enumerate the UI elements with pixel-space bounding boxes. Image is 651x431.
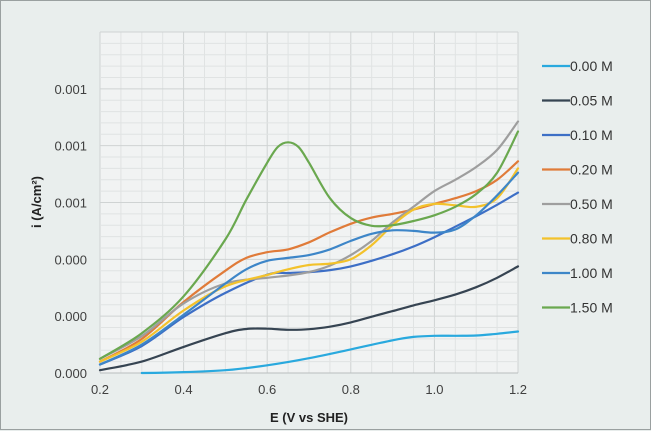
x-tick-label: 1.2	[509, 382, 527, 397]
x-tick-label: 0.2	[91, 382, 109, 397]
y-tick-label: 0.000	[54, 309, 87, 324]
x-tick-label: 0.8	[342, 382, 360, 397]
series-line-7	[98, 130, 520, 360]
grid	[99, 31, 519, 374]
legend-label: 0.80 M	[570, 231, 613, 247]
y-tick-label: 0.001	[54, 139, 87, 154]
series-line-3	[98, 160, 520, 363]
legend-label: 1.50 M	[570, 300, 613, 316]
legend: 0.00 M 0.05 M 0.10 M 0.20 M 0.50 M 0.80 M 1.00…	[542, 58, 613, 316]
tick-labels: 0.2 0.4 0.6 0.8 1.0 1.2 0.000 0.000 0.000 0.001 0.…	[54, 82, 527, 397]
x-tick-label: 0.4	[175, 382, 193, 397]
series-line-0	[140, 330, 520, 375]
legend-label: 0.05 M	[570, 93, 613, 109]
x-tick-label: 0.6	[258, 382, 276, 397]
series-line-2	[98, 191, 520, 366]
y-axis-title: i (A/cm²)	[29, 176, 44, 228]
series-lines	[98, 120, 520, 375]
y-tick-label: 0.001	[54, 196, 87, 211]
legend-label: 0.00 M	[570, 58, 613, 74]
y-tick-label: 0.000	[54, 252, 87, 267]
series-line-4	[98, 120, 520, 360]
x-tick-label: 1.0	[425, 382, 443, 397]
x-axis-title: E (V vs SHE)	[270, 410, 348, 425]
y-tick-label: 0.001	[54, 82, 87, 97]
legend-label: 0.50 M	[570, 196, 613, 212]
series-line-6	[98, 171, 520, 366]
legend-label: 1.00 M	[570, 265, 613, 281]
legend-label: 0.20 M	[570, 162, 613, 178]
y-tick-label: 0.000	[54, 366, 87, 381]
legend-label: 0.10 M	[570, 127, 613, 143]
series-line-1	[98, 265, 520, 372]
